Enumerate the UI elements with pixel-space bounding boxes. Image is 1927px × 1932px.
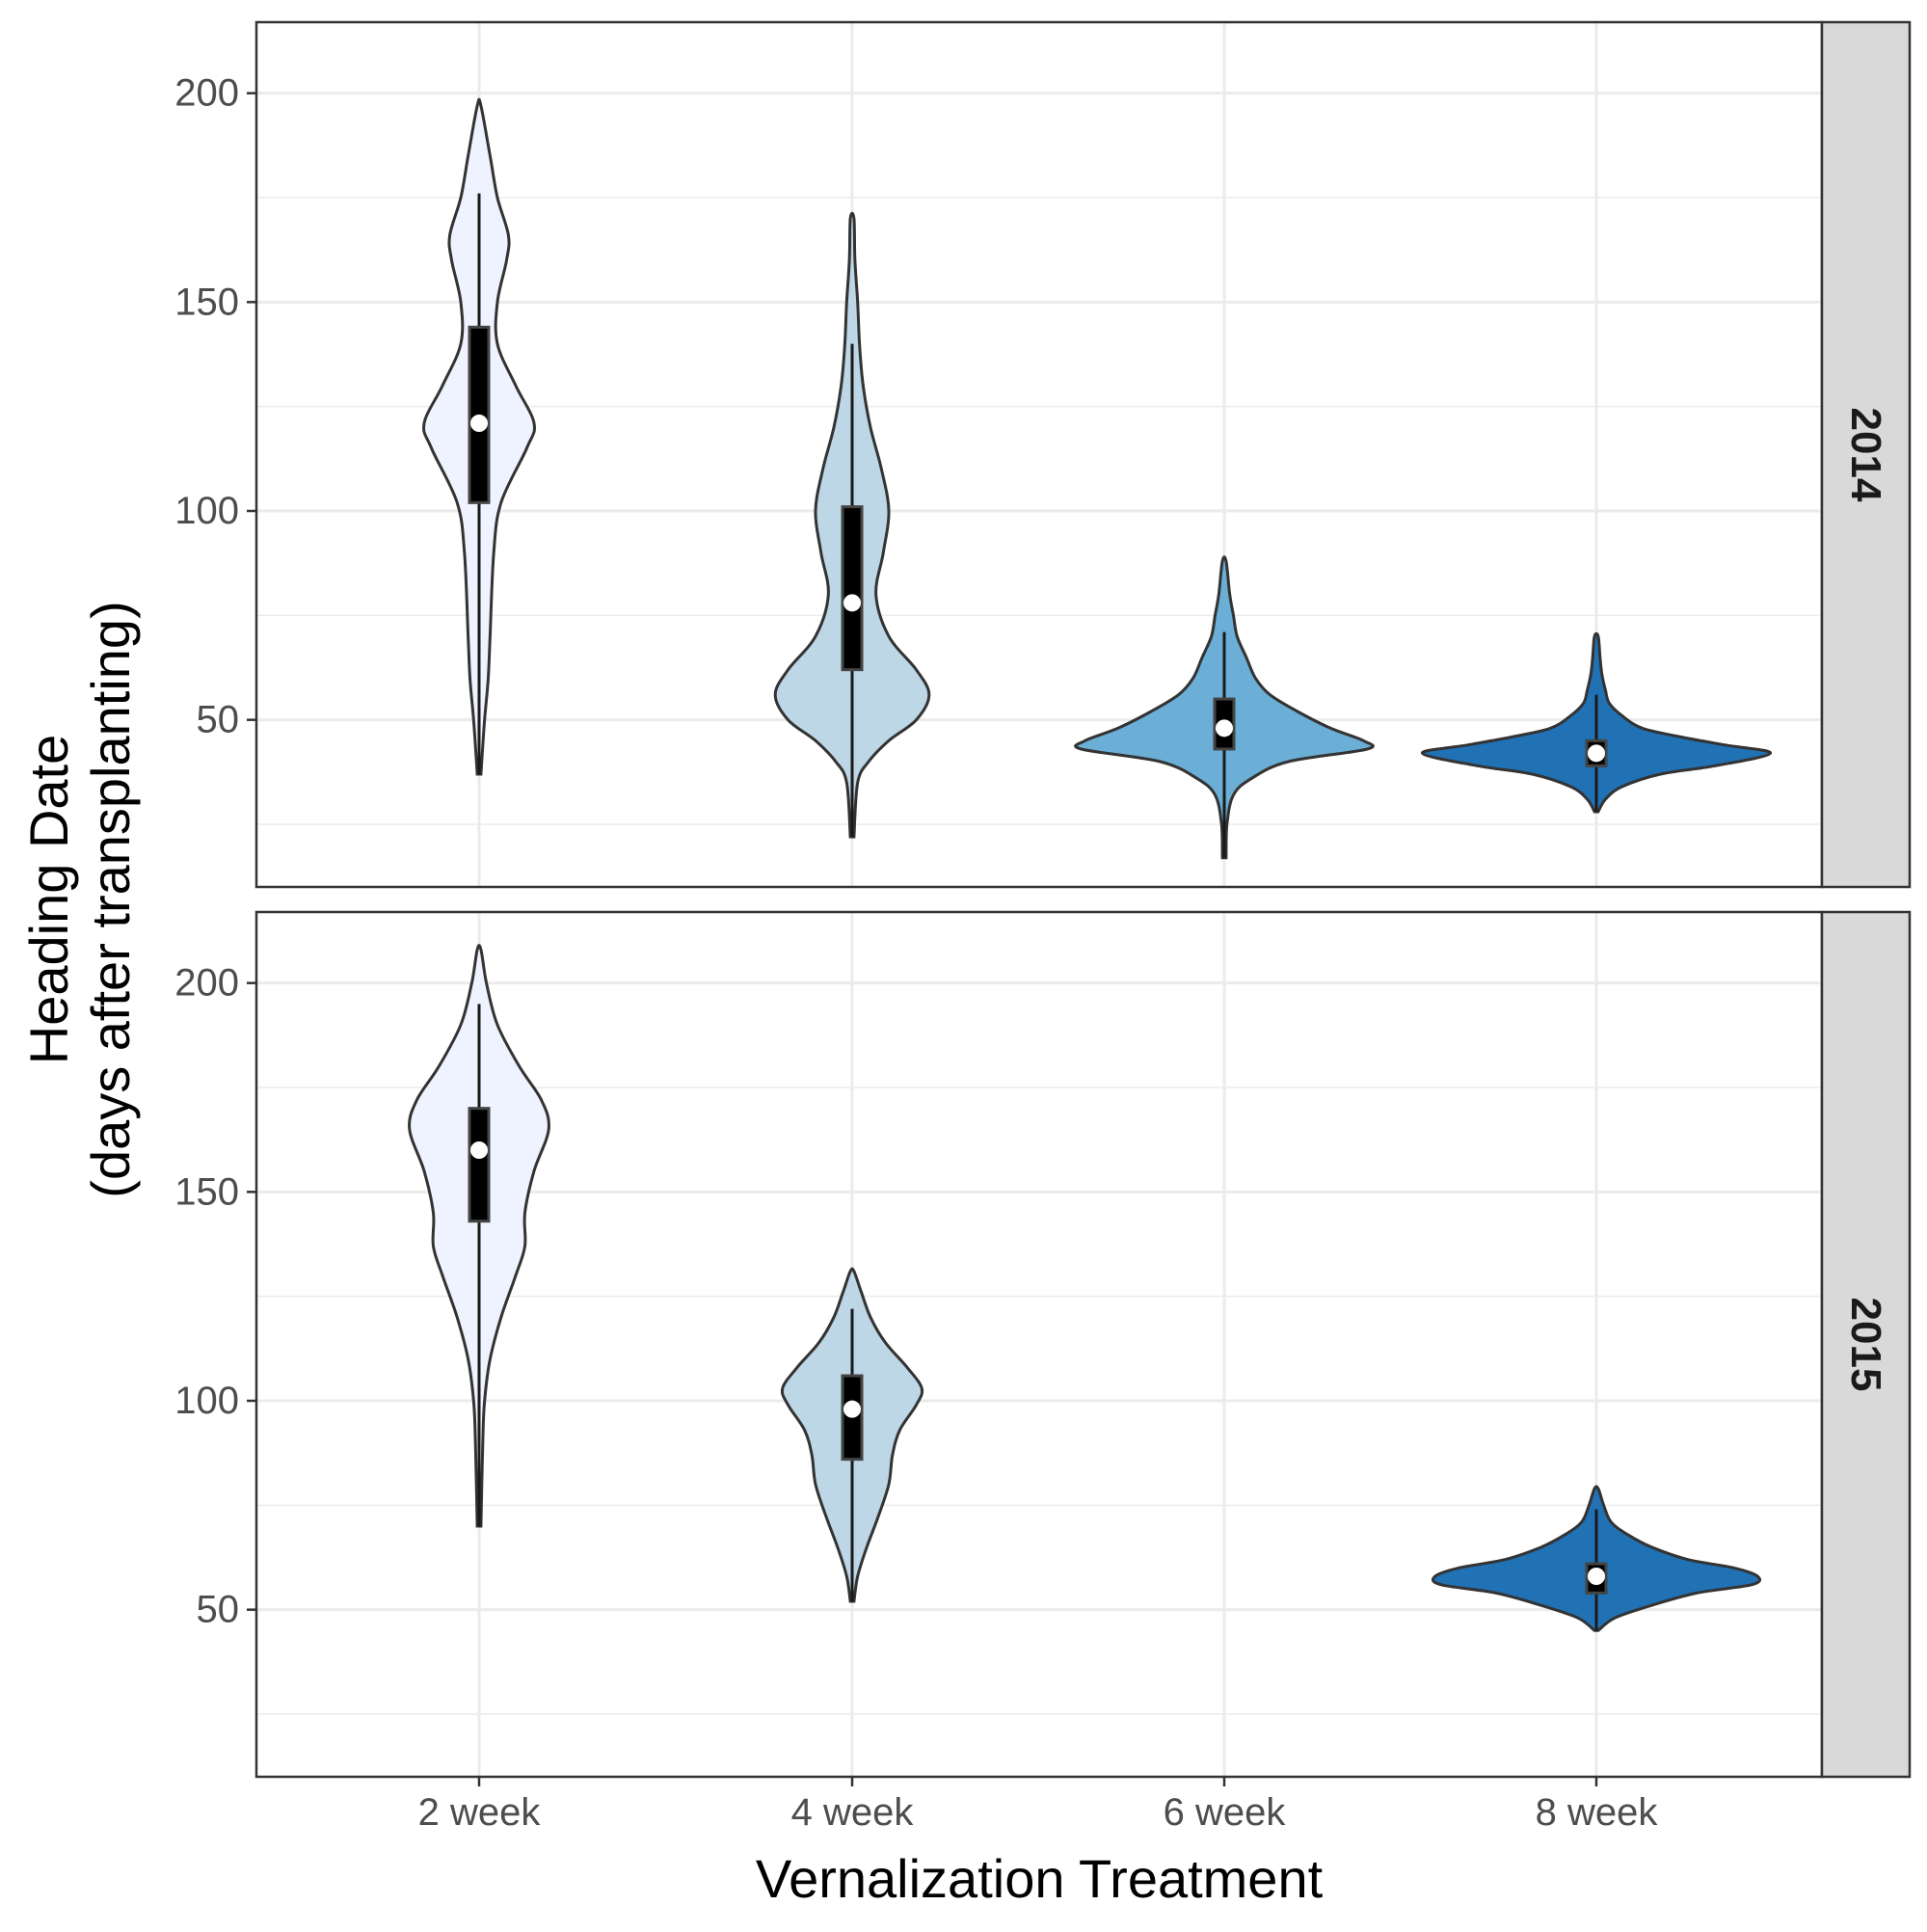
y-tick-label: 150 [174, 281, 239, 323]
x-tick-label: 4 week [791, 1791, 915, 1834]
median-point [843, 1400, 861, 1418]
median-point [470, 1141, 488, 1159]
median-point [843, 594, 861, 612]
median-point [1588, 744, 1605, 763]
median-point [1216, 719, 1233, 738]
panel-background [256, 912, 1822, 1777]
y-axis-title: Heading Date(days after transplanting) [18, 601, 141, 1197]
y-tick-label: 50 [197, 1589, 240, 1631]
violin-2014-6-week [1074, 555, 1375, 860]
facet-strip-label: 2014 [1842, 408, 1889, 502]
x-tick-label: 8 week [1536, 1791, 1659, 1834]
x-axis-title: Vernalization Treatment [756, 1848, 1324, 1909]
facet-panel-2014: 2014 50 100 150 200 [174, 20, 1912, 889]
x-tick-label: 2 week [418, 1791, 542, 1834]
violin-2015-4-week [780, 1267, 924, 1603]
y-axis-title-line: (days after transplanting) [80, 601, 141, 1197]
y-tick-label: 200 [174, 72, 239, 115]
median-point [470, 415, 488, 432]
y-axis-title-line: Heading Date [18, 735, 79, 1064]
median-point [1588, 1568, 1605, 1585]
facet-strip [1820, 910, 1912, 1779]
facet-strip [1820, 20, 1912, 889]
violin-2015-8-week [1431, 1485, 1762, 1632]
violin-2015-2-week [408, 944, 550, 1528]
iqr-box [841, 505, 864, 672]
violin-2014-8-week [1420, 631, 1773, 814]
facet-panel-2015: 2015 50 100 150 200 [174, 910, 1912, 1779]
y-tick-label: 100 [174, 490, 239, 532]
iqr-box [468, 1107, 491, 1223]
facet-strip-label: 2015 [1842, 1298, 1889, 1392]
violin-2014-2-week [422, 97, 536, 776]
y-tick-label: 150 [174, 1170, 239, 1213]
y-tick-label: 100 [174, 1380, 239, 1422]
x-tick-label: 6 week [1164, 1791, 1287, 1834]
y-tick-label: 50 [197, 699, 240, 741]
violin-2014-4-week [773, 211, 931, 839]
y-tick-label: 200 [174, 962, 239, 1005]
